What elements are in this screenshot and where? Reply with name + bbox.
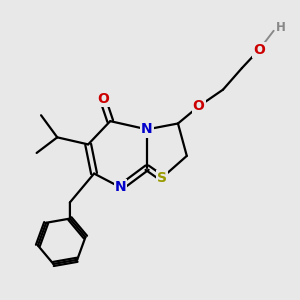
Text: N: N xyxy=(115,180,126,194)
Text: H: H xyxy=(276,21,286,34)
Text: O: O xyxy=(97,92,109,106)
Text: O: O xyxy=(253,43,265,57)
Text: S: S xyxy=(157,171,167,185)
Text: N: N xyxy=(141,122,153,136)
Text: O: O xyxy=(193,99,205,113)
